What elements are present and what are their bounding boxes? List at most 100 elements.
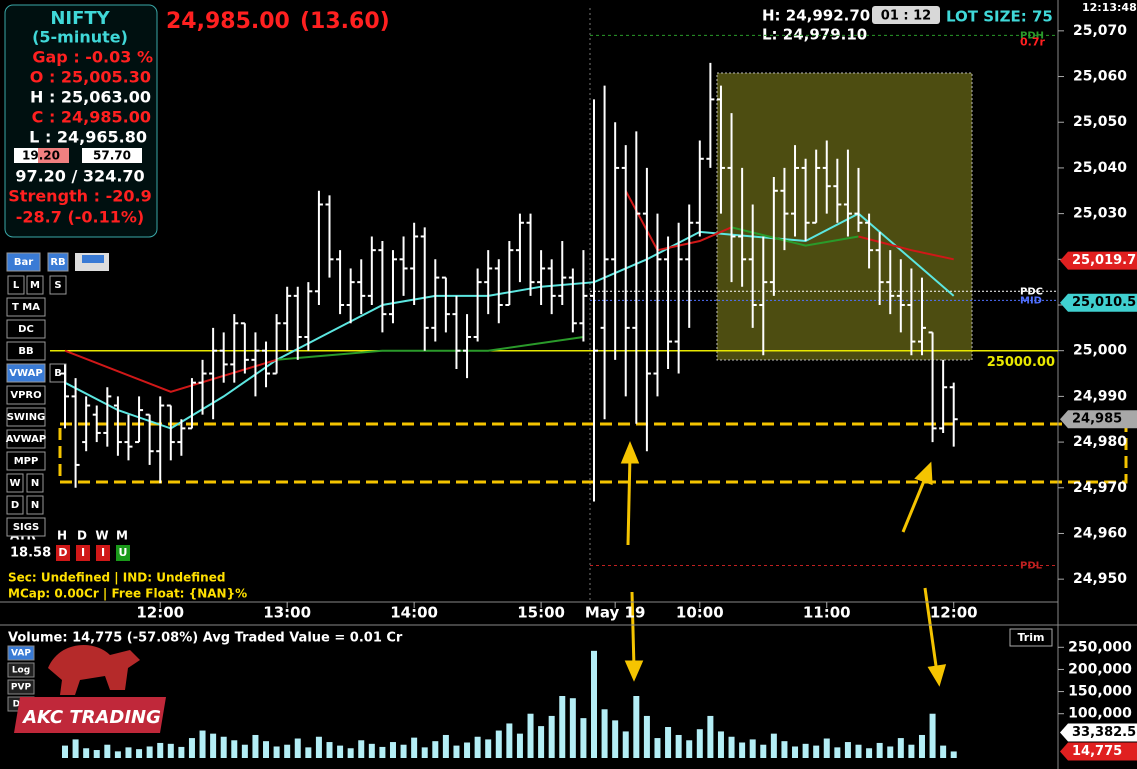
toolbar-button-label: MPP	[14, 456, 39, 467]
box-right: 57.70	[93, 149, 131, 163]
volume-bar	[866, 748, 873, 758]
signal: I	[81, 546, 85, 559]
level-label: PDH	[1020, 30, 1044, 41]
volume-bar	[569, 698, 576, 758]
toolbar-button[interactable]	[49, 275, 67, 295]
level-label: PDC	[1020, 286, 1043, 297]
toolbar-button-label: BB	[18, 346, 33, 357]
toolbar-button[interactable]	[6, 363, 46, 383]
logo: AKC TRADING	[21, 707, 161, 728]
level-label: 25000.00	[987, 355, 1055, 370]
volume-bar	[188, 738, 195, 758]
volume-bar	[432, 741, 439, 758]
volume-tag	[1060, 723, 1137, 742]
volume-tab-label: VAP	[11, 649, 31, 659]
toolbar-button[interactable]	[47, 252, 69, 272]
x-tick-label: 14:00	[390, 604, 438, 622]
volume-bar	[379, 746, 386, 758]
toolbar-button[interactable]	[6, 319, 46, 339]
toolbar-button[interactable]	[6, 473, 24, 493]
volume-bar	[72, 739, 79, 758]
volume-bar	[125, 747, 132, 758]
toolbar-button[interactable]	[6, 429, 46, 449]
volume-bar	[146, 746, 153, 758]
volume-bar	[199, 730, 206, 758]
price-tag	[1060, 410, 1137, 429]
toolbar-button-label: DC	[18, 324, 34, 335]
signal-box	[116, 545, 130, 561]
trim-button[interactable]	[1009, 628, 1053, 647]
price-tag	[1060, 251, 1137, 270]
volume-bar	[294, 738, 301, 758]
x-tick-label: 11:00	[803, 604, 851, 622]
toolbar-button-label: AVWAP	[6, 434, 46, 445]
volume-bar	[400, 744, 407, 758]
volume-bar	[686, 740, 693, 758]
price-tag	[1060, 293, 1137, 312]
volume-bar	[62, 745, 68, 758]
strength-change: -28.7 (-0.11%)	[16, 208, 144, 227]
toolbar-button[interactable]	[6, 517, 46, 537]
logo-bull	[48, 645, 140, 695]
slider-thumb	[82, 255, 104, 263]
note: Sec: Undefined | IND: Undefined	[8, 571, 225, 585]
toolbar-button[interactable]	[26, 275, 44, 295]
volume-bar	[358, 740, 365, 758]
volume-bar	[918, 734, 925, 758]
toolbar-button[interactable]	[6, 407, 46, 427]
range-box	[716, 72, 973, 361]
close: C : 24,985.00	[32, 108, 151, 127]
y-tick-label: 25,070	[1073, 23, 1127, 39]
volume-bar	[527, 713, 534, 758]
overlay-line	[64, 349, 277, 393]
y-tick-label: 24,990	[1073, 388, 1127, 404]
period: M	[116, 529, 128, 543]
toolbar-button[interactable]	[6, 252, 41, 272]
volume-bar	[252, 734, 259, 758]
volume-bar	[728, 736, 735, 758]
level-note: 0.7r	[1020, 35, 1045, 48]
volume-bar	[421, 747, 428, 758]
signal-box	[96, 545, 110, 561]
volume-bar	[929, 713, 936, 758]
y-tick-label: 24,980	[1073, 434, 1127, 450]
price-change: (13.60)	[300, 9, 390, 34]
range: 97.20 / 324.70	[15, 167, 144, 186]
y-tick-label: 24,950	[1073, 571, 1127, 587]
toolbar-button[interactable]	[6, 297, 46, 317]
interval: (5-minute)	[32, 28, 128, 47]
toolbar-button[interactable]	[7, 275, 25, 295]
volume-bar	[696, 729, 703, 758]
volume-bar	[442, 734, 449, 758]
volume-bar	[506, 723, 513, 758]
volume-tab[interactable]	[7, 645, 35, 661]
volume-tab-label: PVP	[11, 683, 32, 693]
volume-bar	[284, 744, 291, 758]
volume-bar	[622, 731, 629, 758]
y-tick-label: 25,050	[1073, 114, 1127, 130]
volume-tick-label: 200,000	[1068, 661, 1132, 677]
volume-tab[interactable]	[7, 662, 35, 678]
toolbar-button-label: M	[30, 280, 40, 291]
volume-tab[interactable]	[7, 679, 35, 695]
toolbar-button[interactable]	[26, 473, 44, 493]
gap: Gap : -0.03 %	[32, 48, 153, 67]
toolbar-button[interactable]	[6, 451, 46, 471]
volume-bar	[315, 736, 322, 758]
toolbar-button-label: D	[11, 500, 19, 511]
symbol: NIFTY	[50, 8, 110, 29]
volume-bar	[559, 696, 566, 758]
toolbar-button[interactable]	[26, 495, 44, 515]
toolbar-button[interactable]	[6, 341, 46, 361]
volume-bar	[665, 727, 672, 758]
volume-bar	[876, 742, 883, 758]
volume-bar	[167, 743, 174, 758]
x-tick-label: 10:00	[676, 604, 724, 622]
volume-tick-label: 250,000	[1068, 639, 1132, 655]
volume-bar	[231, 740, 238, 758]
toolbar-button[interactable]	[6, 385, 46, 405]
toolbar-button[interactable]	[6, 495, 24, 515]
timer-box	[872, 6, 940, 24]
level-label: MID	[1020, 295, 1042, 306]
box	[82, 148, 142, 163]
